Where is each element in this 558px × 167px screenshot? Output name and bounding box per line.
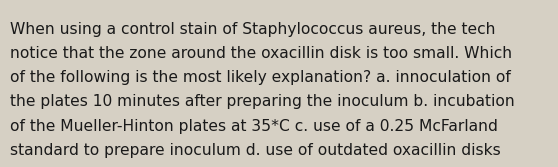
Text: of the following is the most likely explanation? a. innoculation of: of the following is the most likely expl… xyxy=(10,70,511,85)
Text: notice that the zone around the oxacillin disk is too small. Which: notice that the zone around the oxacilli… xyxy=(10,46,512,61)
Text: of the Mueller-Hinton plates at 35*C c. use of a 0.25 McFarland: of the Mueller-Hinton plates at 35*C c. … xyxy=(10,119,498,134)
Text: When using a control stain of Staphylococcus aureus, the tech: When using a control stain of Staphyloco… xyxy=(10,22,496,37)
Text: standard to prepare inoculum d. use of outdated oxacillin disks: standard to prepare inoculum d. use of o… xyxy=(10,143,501,158)
Text: the plates 10 minutes after preparing the inoculum b. incubation: the plates 10 minutes after preparing th… xyxy=(10,94,515,109)
